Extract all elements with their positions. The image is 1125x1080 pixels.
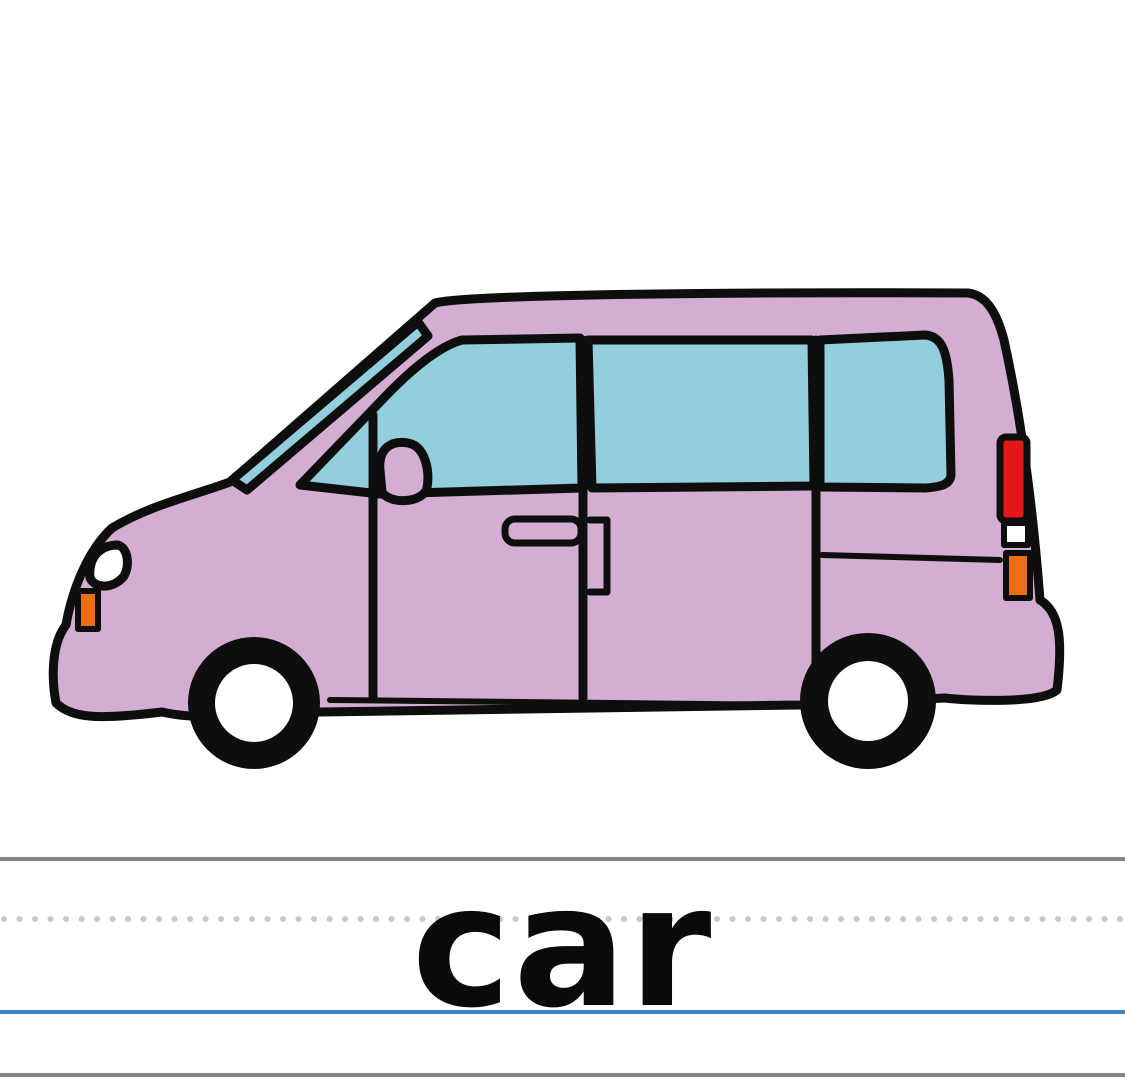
door-handle [501, 515, 585, 547]
rear-hubcap [828, 661, 908, 741]
car-illustration [48, 288, 1065, 769]
front-hubcap [215, 664, 293, 742]
tail-light [996, 433, 1031, 525]
headlight [85, 540, 132, 591]
rear-window [815, 330, 956, 493]
reverse-light [1001, 520, 1031, 548]
vocabulary-word: car [411, 849, 714, 1045]
windshield [227, 317, 433, 495]
handwriting-lines [0, 857, 1125, 1077]
sill-line [327, 697, 803, 708]
body-crease [819, 552, 1003, 563]
side-mirror [375, 437, 433, 505]
middle-window [583, 335, 819, 493]
front-indicator [75, 588, 101, 632]
door-handle-recess [586, 516, 611, 596]
rear-indicator [1003, 550, 1033, 601]
